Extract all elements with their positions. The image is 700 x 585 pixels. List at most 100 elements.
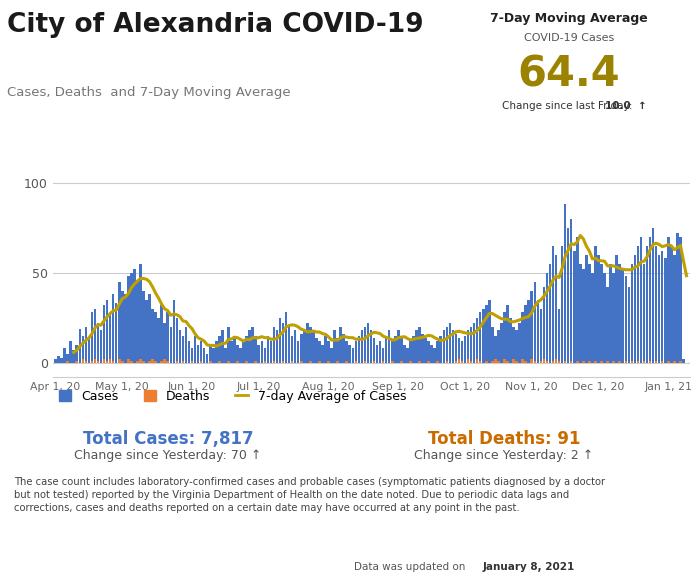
Bar: [564, 361, 566, 363]
Text: The case count includes laboratory-confirmed cases and probable cases (symptomat: The case count includes laboratory-confi…: [14, 477, 605, 487]
Bar: [527, 300, 530, 363]
Bar: [154, 361, 157, 363]
Bar: [491, 361, 494, 363]
Bar: [518, 324, 521, 363]
Bar: [345, 361, 348, 363]
Bar: [233, 336, 236, 363]
Bar: [600, 361, 603, 363]
Bar: [545, 361, 548, 363]
Bar: [69, 341, 72, 363]
Bar: [315, 338, 318, 363]
Bar: [297, 341, 300, 363]
Bar: [506, 361, 509, 363]
Text: 64.4: 64.4: [517, 54, 620, 96]
Bar: [312, 331, 315, 363]
Bar: [449, 324, 452, 363]
Bar: [624, 277, 627, 363]
Bar: [190, 349, 193, 363]
Bar: [72, 350, 75, 363]
Bar: [576, 361, 579, 363]
Bar: [115, 304, 118, 363]
Bar: [458, 338, 461, 363]
Bar: [97, 361, 99, 363]
Bar: [531, 359, 533, 363]
Bar: [163, 359, 166, 363]
Bar: [603, 273, 606, 363]
Bar: [606, 361, 609, 363]
Bar: [136, 282, 139, 363]
Bar: [554, 255, 557, 363]
Bar: [436, 341, 439, 363]
Bar: [221, 331, 224, 363]
Text: Total Deaths: 91: Total Deaths: 91: [428, 430, 580, 448]
Bar: [561, 246, 564, 363]
Bar: [176, 318, 178, 363]
Bar: [345, 341, 348, 363]
Bar: [358, 336, 360, 363]
Bar: [403, 345, 406, 363]
Bar: [181, 361, 184, 363]
Bar: [379, 341, 382, 363]
Bar: [336, 361, 339, 363]
Bar: [567, 228, 570, 363]
Text: but not tested) reported by the Virginia Department of Health on the date noted.: but not tested) reported by the Virginia…: [14, 490, 569, 500]
Bar: [467, 359, 470, 363]
Bar: [254, 336, 257, 363]
Bar: [421, 334, 424, 363]
Text: 7-Day Moving Average: 7-Day Moving Average: [490, 12, 648, 25]
Bar: [540, 309, 542, 363]
Bar: [473, 324, 475, 363]
Bar: [533, 361, 536, 363]
Bar: [445, 361, 448, 363]
Bar: [512, 327, 515, 363]
Bar: [406, 349, 409, 363]
Bar: [258, 345, 260, 363]
Bar: [176, 361, 178, 363]
Bar: [654, 361, 657, 363]
Text: corrections, cases and deaths reported on a certain date may have occurred at an: corrections, cases and deaths reported o…: [14, 503, 519, 512]
Bar: [643, 361, 645, 363]
Bar: [106, 300, 108, 363]
Bar: [209, 345, 211, 363]
Bar: [372, 361, 375, 363]
Bar: [667, 237, 670, 363]
Bar: [94, 309, 97, 363]
Text: Change since Yesterday: 70 ↑: Change since Yesterday: 70 ↑: [74, 449, 262, 462]
Bar: [542, 359, 545, 363]
Bar: [458, 359, 461, 363]
Bar: [391, 361, 393, 363]
Bar: [321, 345, 324, 363]
Bar: [90, 361, 93, 363]
Bar: [203, 349, 206, 363]
Bar: [485, 305, 488, 363]
Bar: [251, 327, 254, 363]
Bar: [263, 349, 266, 363]
Bar: [318, 341, 321, 363]
Bar: [145, 300, 148, 363]
Bar: [190, 361, 193, 363]
Bar: [281, 324, 284, 363]
Bar: [582, 361, 584, 363]
Bar: [108, 359, 111, 363]
Bar: [409, 341, 412, 363]
Bar: [503, 359, 506, 363]
Bar: [127, 359, 130, 363]
Bar: [609, 264, 612, 363]
Bar: [467, 331, 470, 363]
Bar: [494, 336, 497, 363]
Bar: [106, 361, 108, 363]
Bar: [154, 312, 157, 363]
Bar: [606, 287, 609, 363]
Bar: [512, 359, 515, 363]
Bar: [194, 336, 197, 363]
Text: Change since last Friday:: Change since last Friday:: [502, 101, 636, 111]
Bar: [236, 361, 239, 363]
Bar: [78, 329, 81, 363]
Bar: [661, 361, 664, 363]
Bar: [300, 334, 302, 363]
Bar: [151, 359, 154, 363]
Bar: [309, 327, 312, 363]
Bar: [442, 331, 445, 363]
Bar: [631, 361, 634, 363]
Bar: [485, 361, 488, 363]
